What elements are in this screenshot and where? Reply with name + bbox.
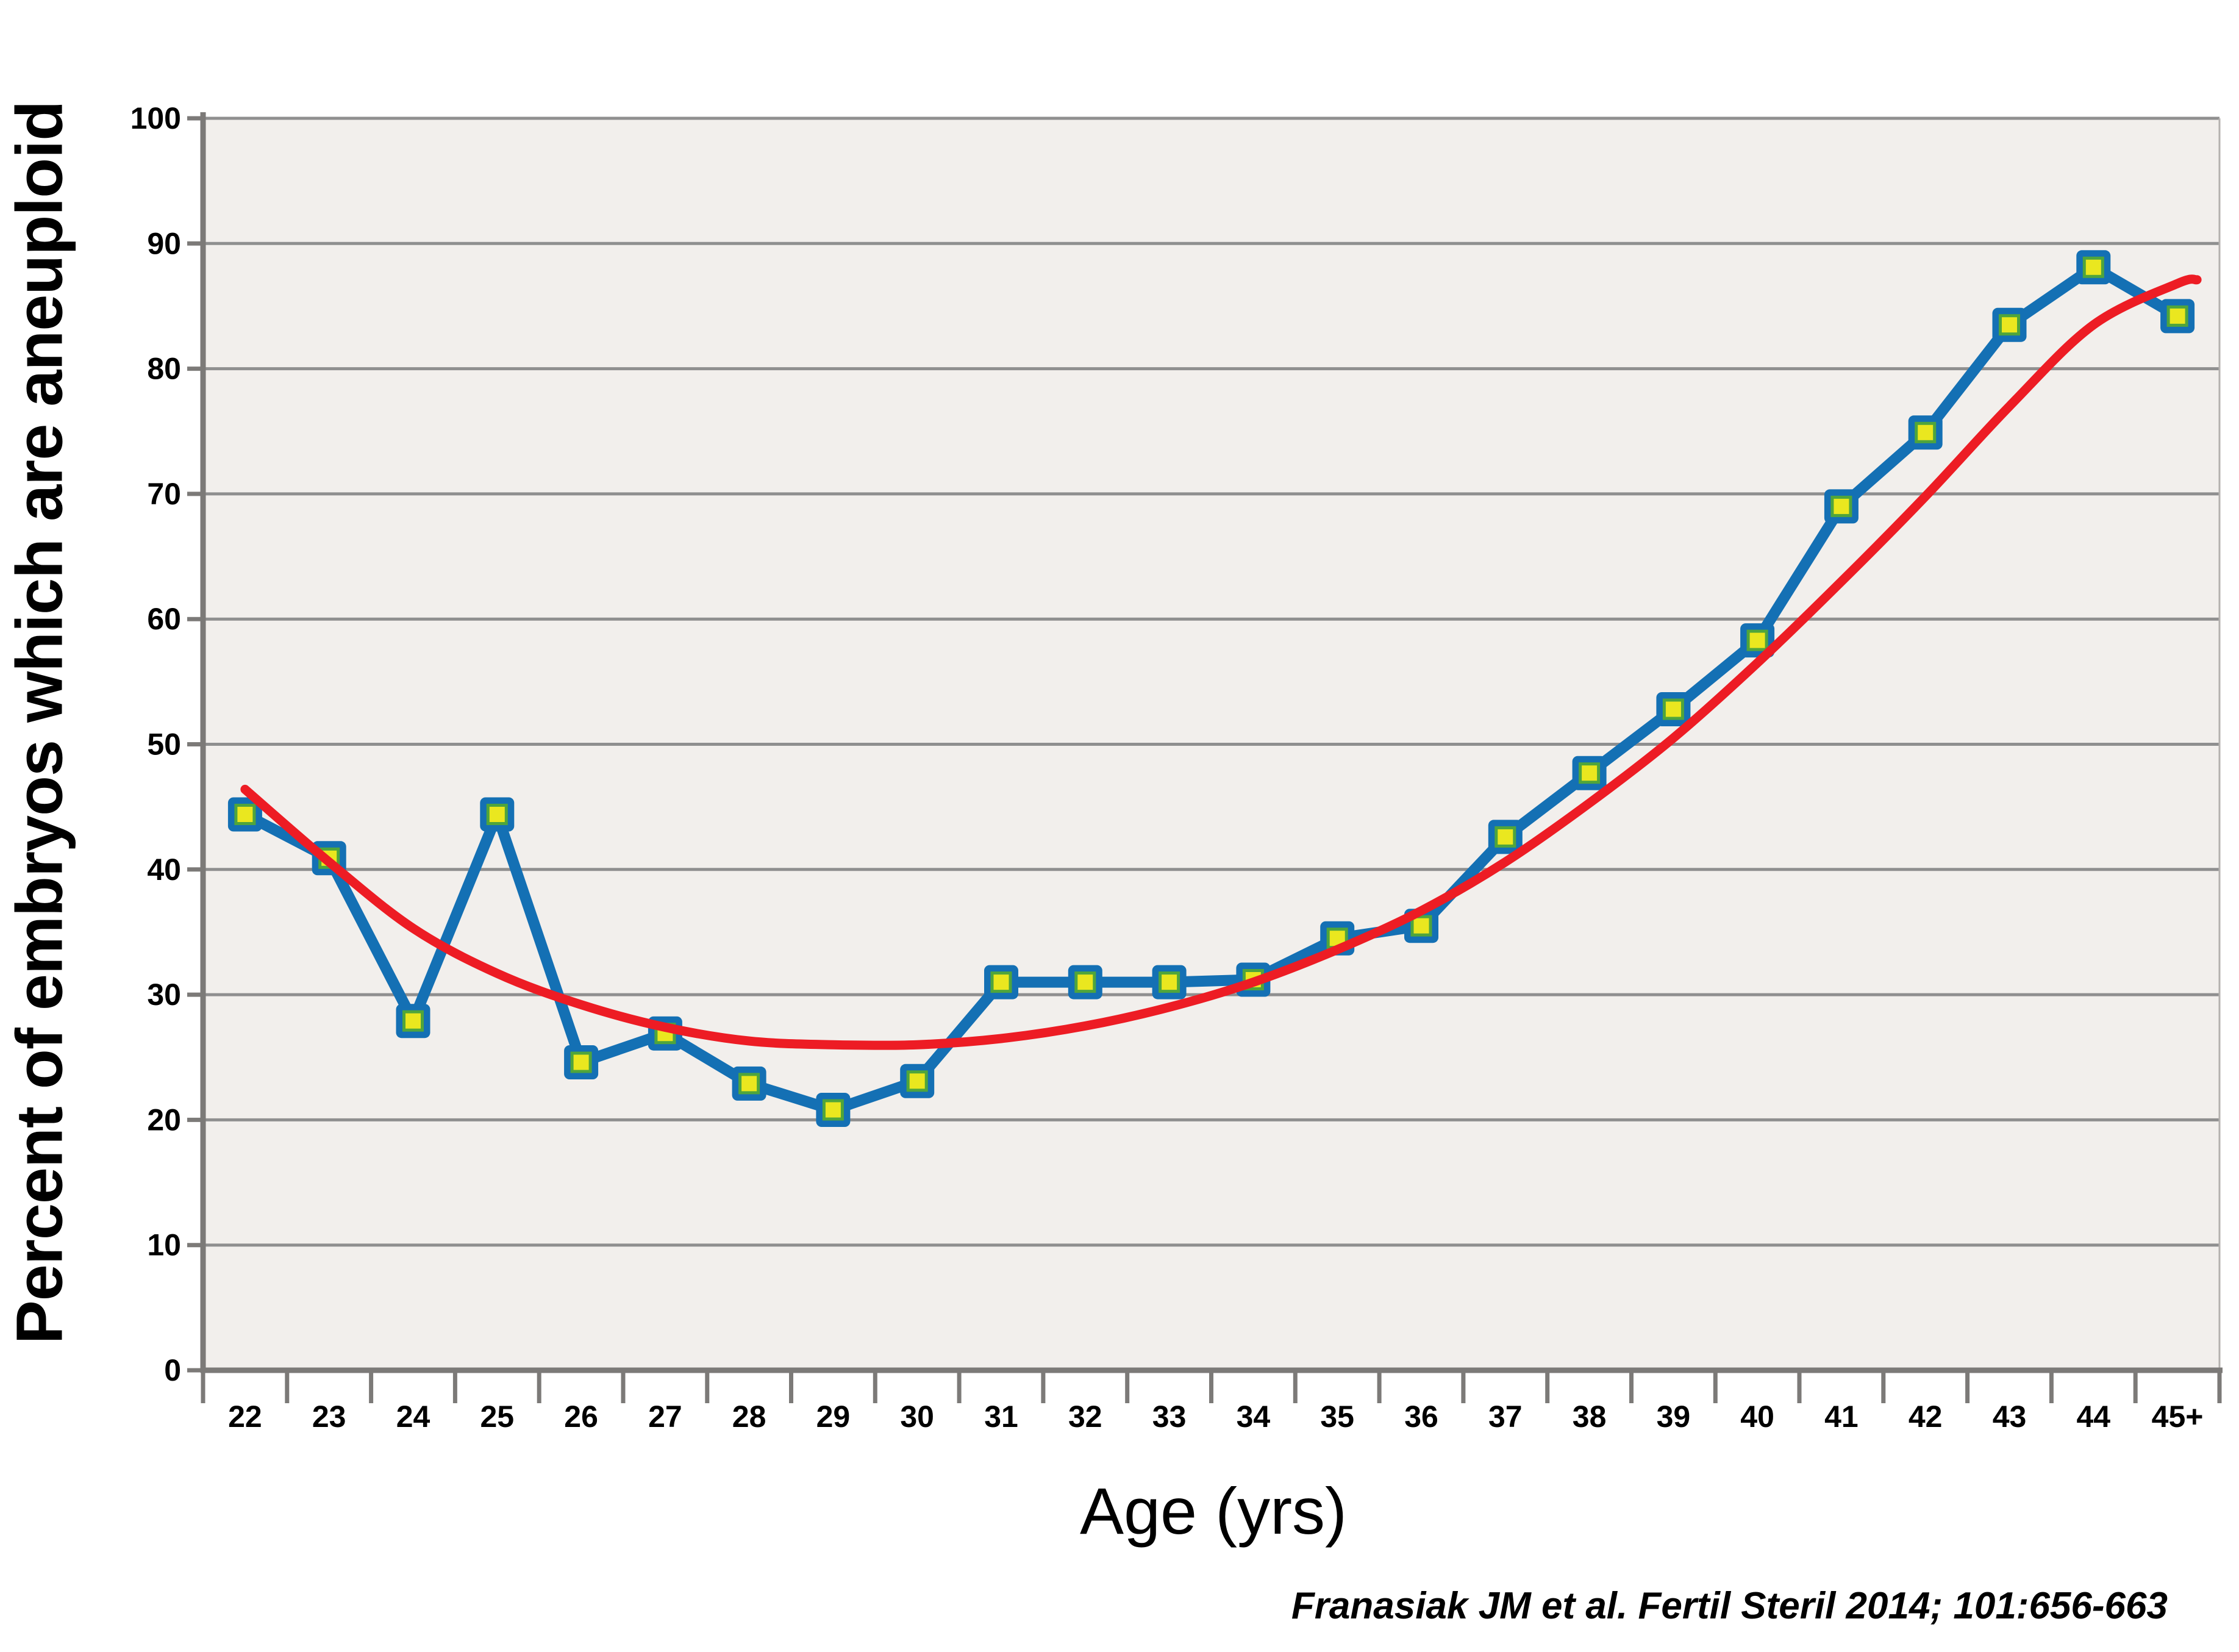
data-point-marker-core [2166,305,2188,327]
x-tick-label: 41 [1824,1400,1859,1434]
x-tick-label: 34 [1237,1400,1271,1434]
x-tick-label: 36 [1404,1400,1438,1434]
x-tick-label: 44 [2076,1400,2110,1434]
citation-text: Franasiak JM et al. Fertil Steril 2014; … [1291,1585,2168,1627]
data-point-marker-core [1494,826,1516,848]
x-tick-label: 35 [1320,1400,1354,1434]
data-point-marker-core [486,804,508,825]
x-tick-label: 24 [396,1400,430,1434]
y-tick-label: 10 [147,1228,181,1262]
data-point-marker-core [738,1073,760,1095]
data-point-marker-core [1579,762,1601,784]
x-tick-label: 22 [228,1400,262,1434]
y-tick-label: 0 [164,1353,181,1387]
data-point-marker-core [1410,915,1432,937]
x-tick-label: 26 [564,1400,598,1434]
x-tick-label: 23 [312,1400,346,1434]
data-point-marker-core [1159,971,1180,993]
x-tick-label: 33 [1152,1400,1187,1434]
y-tick-label: 30 [147,978,181,1012]
data-point-marker-core [1999,314,2020,336]
y-tick-label: 80 [147,352,181,386]
x-tick-label: 43 [1993,1400,2027,1434]
x-tick-label: 27 [648,1400,682,1434]
data-point-marker-core [2082,256,2104,278]
y-tick-label: 40 [147,853,181,887]
y-tick-label: 100 [130,101,181,135]
x-tick-label: 29 [816,1400,851,1434]
x-tick-label: 25 [480,1400,514,1434]
y-tick-label: 90 [147,226,181,260]
data-point-marker-core [1915,421,1937,443]
data-point-marker-core [234,804,256,825]
y-axis-title: Percent of embryos which are aneuploid [2,101,76,1345]
data-point-marker-core [906,1070,928,1092]
data-point-marker-core [990,971,1012,993]
x-tick-label: 30 [900,1400,934,1434]
x-tick-label: 45+ [2152,1400,2204,1434]
trendline [240,274,2202,1050]
x-tick-label: 42 [1909,1400,1943,1434]
y-tick-label: 60 [147,602,181,636]
data-point-marker-core [822,1099,844,1121]
x-axis-title: Age (yrs) [1079,1474,1348,1548]
x-tick-label: 37 [1488,1400,1523,1434]
x-tick-label: 31 [984,1400,1018,1434]
x-tick-label: 32 [1068,1400,1102,1434]
y-tick-label: 20 [147,1103,181,1137]
data-point-marker-core [570,1051,592,1073]
y-tick-label: 70 [147,477,181,511]
data-point-marker-core [1746,629,1768,651]
data-point-marker-core [1074,971,1096,993]
x-tick-label: 40 [1740,1400,1774,1434]
y-tick-label: 50 [147,728,181,762]
data-point-marker-core [402,1010,424,1032]
x-tick-label: 28 [732,1400,766,1434]
x-tick-label: 38 [1573,1400,1607,1434]
data-point-marker-core [1830,495,1852,517]
x-tick-label: 39 [1657,1400,1691,1434]
data-point-marker-core [1662,698,1684,720]
